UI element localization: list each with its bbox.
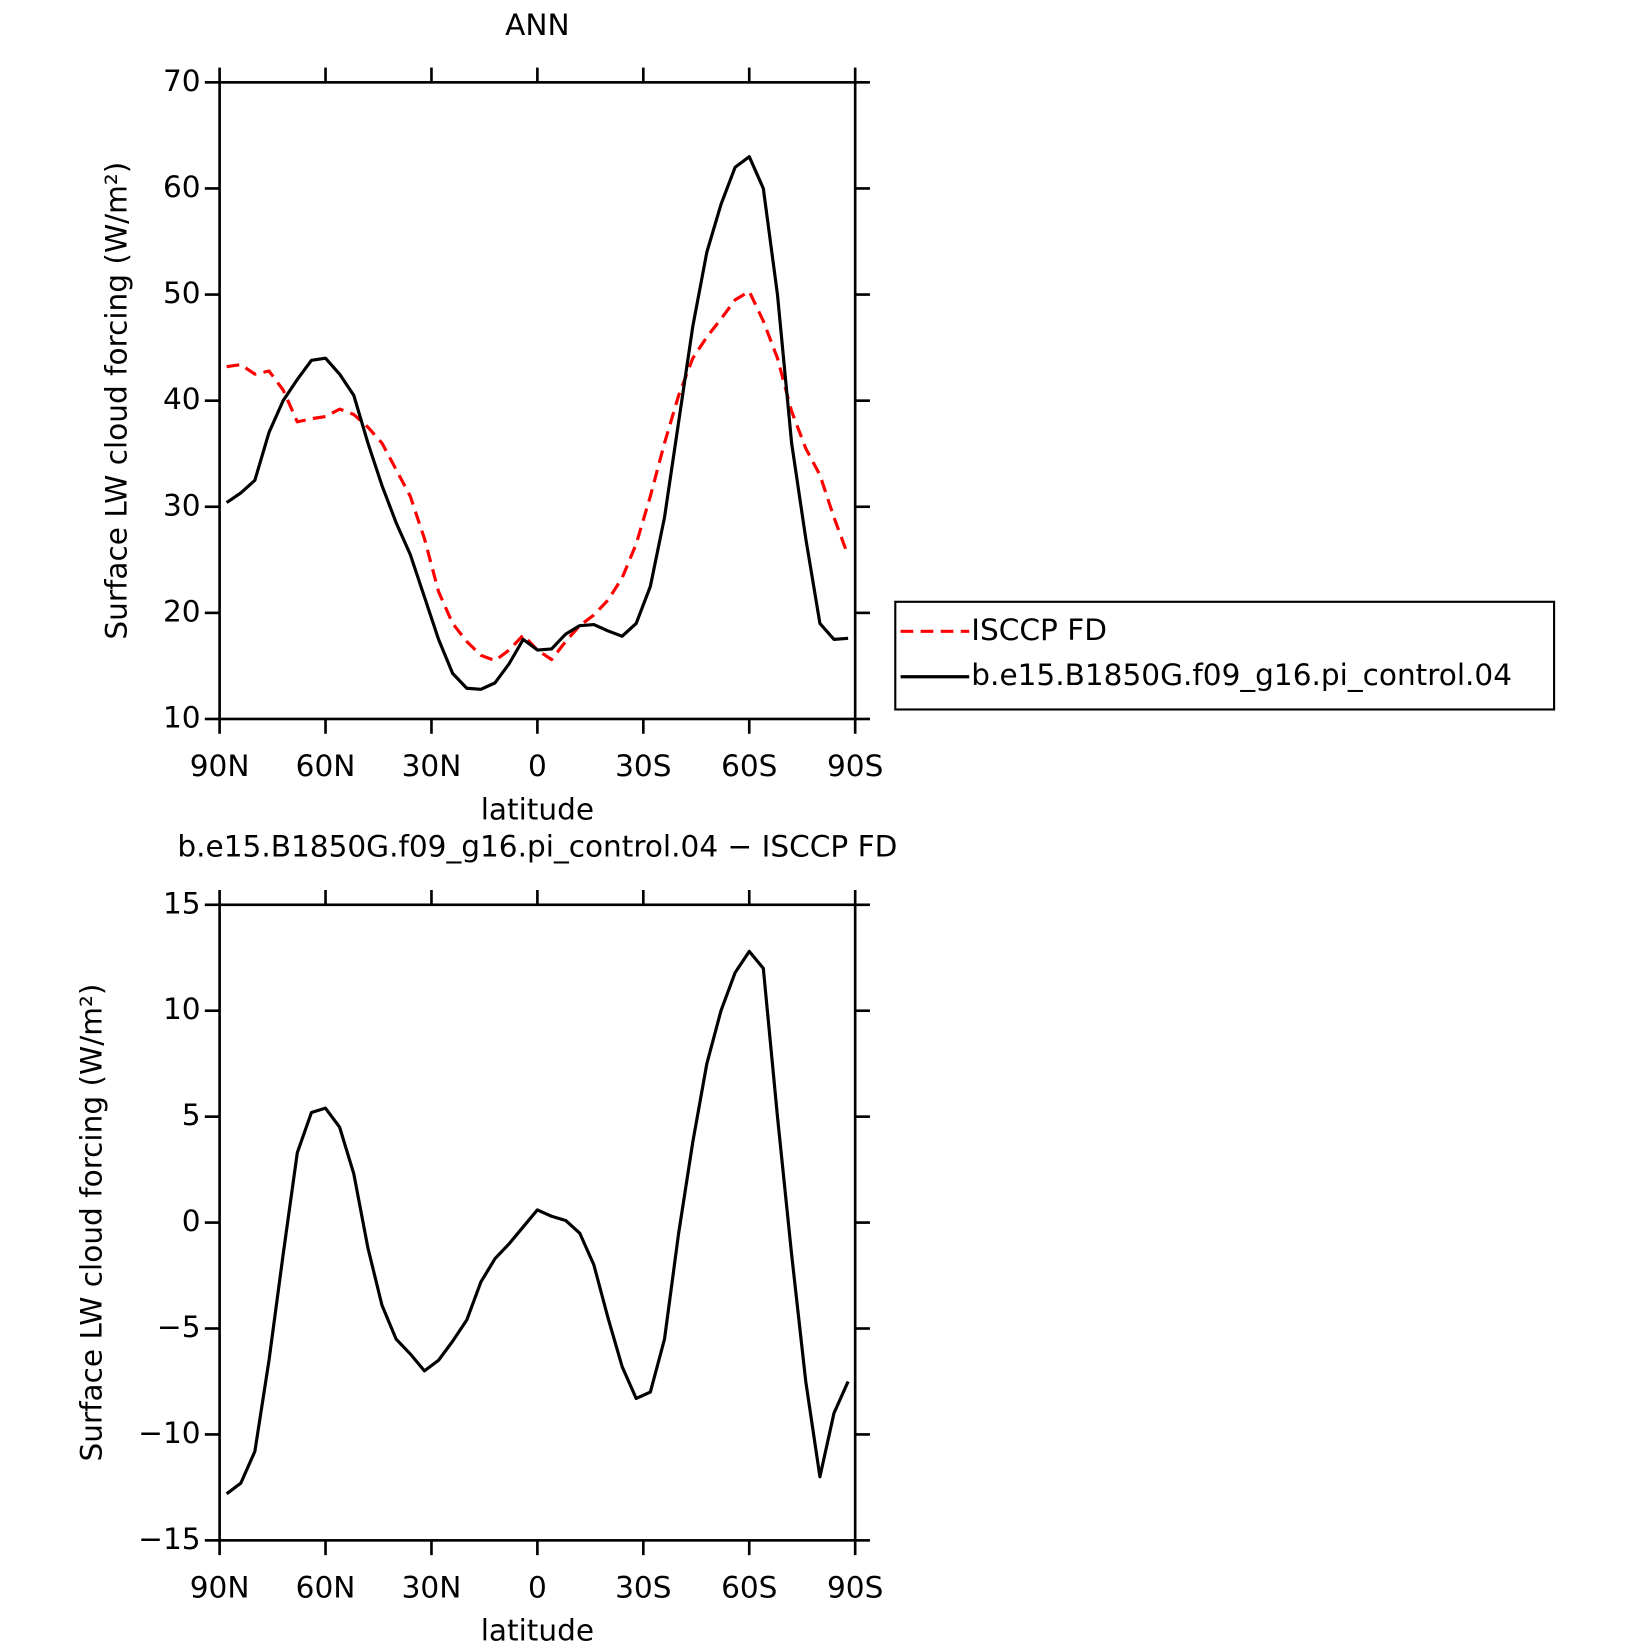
chart-title: ANN [505, 8, 569, 42]
chart-title: b.e15.B1850G.f09_g16.pi_control.04 − ISC… [177, 829, 897, 863]
x-axis-label: latitude [481, 1614, 594, 1647]
y-tick-label: 0 [182, 1204, 201, 1238]
y-axis-label: Surface LW cloud forcing (W/m²) [100, 162, 134, 640]
y-tick-label: 10 [163, 700, 201, 734]
y-axis-label: Surface LW cloud forcing (W/m²) [74, 984, 108, 1462]
data-line [226, 289, 850, 663]
x-tick-label: 60S [721, 1570, 777, 1604]
y-tick-label: −5 [157, 1310, 201, 1344]
y-tick-label: 30 [163, 488, 201, 522]
x-tick-label: 90S [827, 749, 883, 783]
x-tick-label: 90N [190, 749, 250, 783]
x-tick-label: 0 [528, 749, 547, 783]
y-tick-label: 70 [163, 64, 201, 98]
x-tick-label: 90S [827, 1570, 883, 1604]
x-tick-label: 30S [615, 749, 671, 783]
y-tick-label: 10 [163, 992, 201, 1026]
data-line [225, 949, 850, 1496]
legend-label: b.e15.B1850G.f09_g16.pi_control.04 [971, 658, 1512, 692]
x-tick-label: 60N [296, 1570, 356, 1604]
x-tick-label: 0 [528, 1570, 547, 1604]
x-tick-label: 30N [402, 749, 462, 783]
y-tick-label: −15 [138, 1522, 200, 1556]
x-tick-label: 90N [190, 1570, 250, 1604]
legend-box [894, 600, 1556, 711]
x-tick-label: 60N [296, 749, 356, 783]
y-tick-label: −10 [138, 1416, 200, 1450]
y-tick-label: 60 [163, 170, 201, 204]
plot-frame [218, 903, 857, 1542]
y-tick-label: 50 [163, 276, 201, 310]
y-tick-label: 20 [163, 594, 201, 628]
x-tick-label: 30N [402, 1570, 462, 1604]
y-tick-label: 40 [163, 382, 201, 416]
y-tick-label: 15 [163, 886, 201, 920]
x-axis-label: latitude [481, 792, 594, 826]
x-tick-label: 60S [721, 749, 777, 783]
data-line [225, 155, 849, 691]
x-tick-label: 30S [615, 1570, 671, 1604]
legend-label: ISCCP FD [971, 613, 1107, 647]
y-tick-label: 5 [182, 1098, 201, 1132]
